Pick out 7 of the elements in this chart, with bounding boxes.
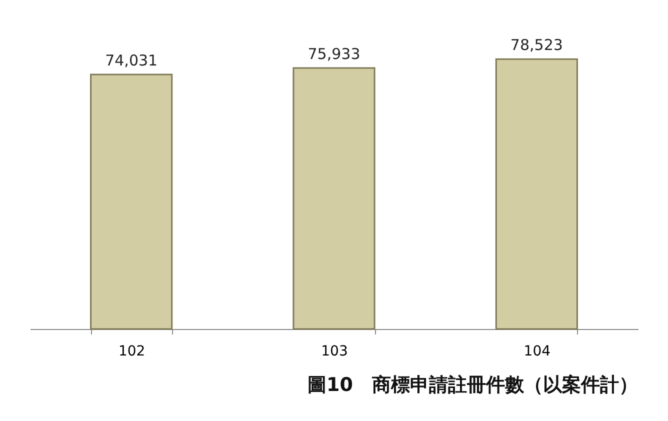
x-tick-label: 102 [118, 344, 146, 360]
text: 圖10 商標申請註冊件數（以案件計） [308, 374, 638, 396]
data-label: 78,523 [510, 36, 563, 54]
x-tick-label: 104 [524, 344, 551, 360]
data-label: 74,031 [105, 52, 158, 70]
data-label: 75,933 [308, 44, 360, 63]
x-tick-label: 103 [321, 344, 348, 360]
